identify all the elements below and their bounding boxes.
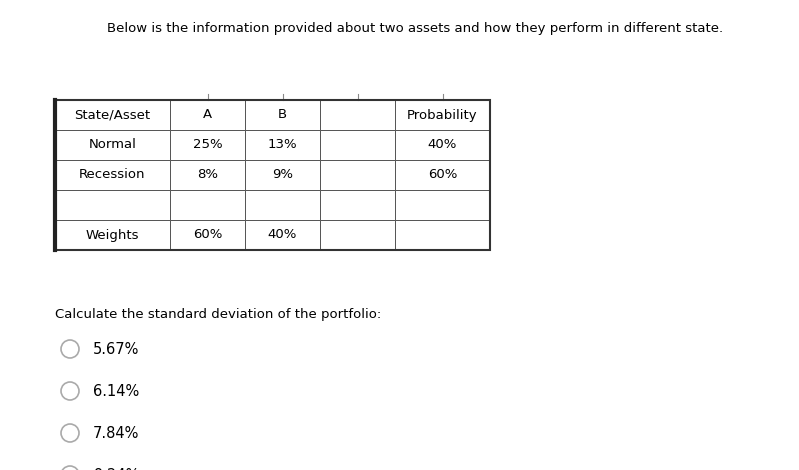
Bar [245,100,320,130]
Text: Probability: Probability [407,109,478,122]
Circle shape [61,466,79,470]
Bar [55,190,170,220]
Text: 8%: 8% [197,169,218,181]
Bar [170,220,245,250]
Text: 60%: 60% [193,228,222,242]
Bar [55,160,170,190]
Text: 13%: 13% [268,139,297,151]
Bar [170,190,245,220]
Bar [320,190,395,220]
Bar [395,100,490,130]
Bar [320,130,395,160]
Text: 6.14%: 6.14% [93,384,139,399]
Bar [320,220,395,250]
Text: Below is the information provided about two assets and how they perform in diffe: Below is the information provided about … [107,22,723,35]
Bar [245,130,320,160]
Text: 25%: 25% [193,139,222,151]
Bar [395,220,490,250]
Circle shape [61,340,79,358]
Text: 40%: 40% [427,139,457,151]
Bar [320,160,395,190]
Bar [170,160,245,190]
Bar [170,130,245,160]
Text: 40%: 40% [268,228,297,242]
Bar [245,220,320,250]
Bar [395,160,490,190]
Text: Calculate the standard deviation of the portfolio:: Calculate the standard deviation of the … [55,308,381,321]
Text: State/Asset: State/Asset [74,109,150,122]
Bar [395,190,490,220]
Text: 5.67%: 5.67% [93,342,139,357]
Bar [55,130,170,160]
Text: 60%: 60% [427,169,457,181]
Text: 9.24%: 9.24% [93,468,139,470]
Bar [320,100,395,130]
Text: 9%: 9% [272,169,293,181]
Bar [245,160,320,190]
Text: Weights: Weights [85,228,139,242]
Bar [55,100,490,250]
Bar [395,130,490,160]
Circle shape [61,382,79,400]
Bar [245,190,320,220]
Text: Recession: Recession [79,169,145,181]
Bar [55,100,170,130]
Text: Normal: Normal [89,139,137,151]
Circle shape [61,424,79,442]
Text: 7.84%: 7.84% [93,425,139,440]
Bar [55,220,170,250]
Text: A: A [203,109,212,122]
Bar [170,100,245,130]
Text: B: B [278,109,287,122]
